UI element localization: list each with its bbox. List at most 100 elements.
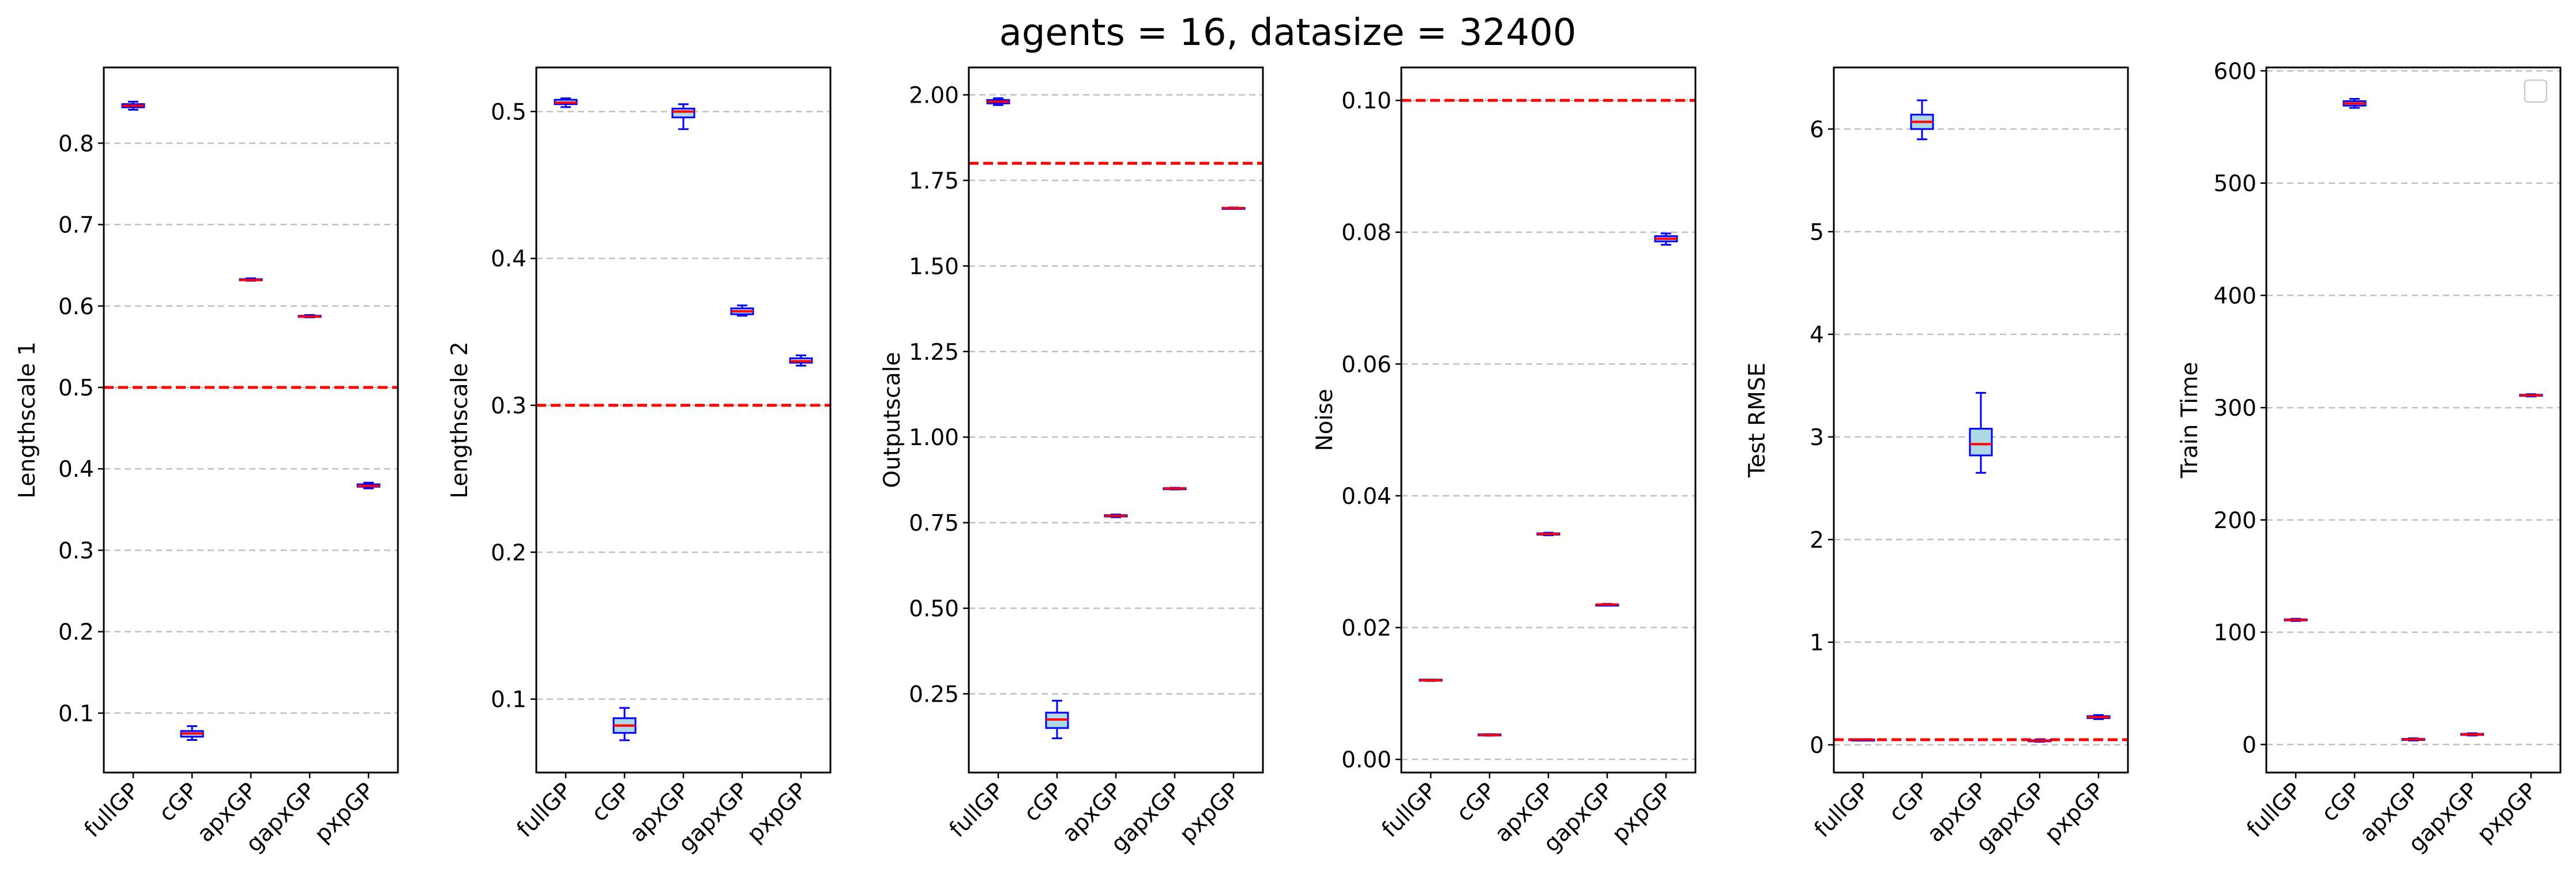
y-tick-label: 100 bbox=[2214, 620, 2257, 646]
box-iqr bbox=[1969, 428, 1993, 457]
x-tick-label: fullGP bbox=[2242, 778, 2307, 842]
box-gapxGP bbox=[298, 314, 322, 319]
y-tick-label: 1.75 bbox=[909, 168, 959, 194]
y-tick-label: 0 bbox=[1810, 733, 1824, 759]
x-tick-label: cGP bbox=[1884, 778, 1933, 827]
y-axis-label: Outputscale bbox=[879, 352, 905, 488]
box-fullGP bbox=[986, 97, 1010, 106]
y-tick-label: 4 bbox=[1810, 322, 1824, 348]
subplot-3: 0.25 0.50 0.75 1.00 1.25 1.50 1.75 2.00 fullGP cG… bbox=[879, 66, 1264, 857]
y-tick-label: 0.4 bbox=[491, 246, 527, 272]
y-tick-label: 0.2 bbox=[58, 620, 94, 646]
y-tick-label: 5 bbox=[1810, 220, 1824, 246]
box-fullGP bbox=[554, 97, 578, 108]
box-fullGP bbox=[2284, 617, 2308, 622]
x-tick-label: cGP bbox=[2316, 778, 2366, 827]
box-cGP bbox=[1910, 99, 1934, 141]
y-tick-label: 1.50 bbox=[909, 254, 959, 280]
axes-frame bbox=[1400, 66, 1697, 774]
box-apxGP bbox=[671, 103, 695, 130]
axes-frame bbox=[2265, 66, 2562, 774]
figure-title: agents = 16, datasize = 32400 bbox=[999, 12, 1577, 54]
y-tick-label: 0 bbox=[2242, 732, 2257, 758]
y-axis-label: Train Time bbox=[2177, 362, 2203, 479]
box-iqr bbox=[671, 107, 695, 119]
y-tick-label: 0.1 bbox=[491, 687, 527, 713]
y-tick-label: 1.00 bbox=[909, 425, 959, 451]
y-tick-label: 0.75 bbox=[909, 511, 959, 537]
box-apxGP bbox=[239, 277, 263, 282]
x-tick-label: pxpGP bbox=[2040, 778, 2109, 847]
legend-box bbox=[2524, 79, 2548, 103]
y-tick-label: 200 bbox=[2214, 508, 2257, 534]
box-cGP bbox=[1477, 733, 1502, 737]
x-tick-label: fullGP bbox=[1810, 778, 1874, 842]
x-tick-label: pxpGP bbox=[310, 778, 379, 847]
y-tick-label: 2.00 bbox=[909, 82, 959, 108]
y-axis-label: Lengthscale 2 bbox=[447, 341, 473, 498]
x-tick-label: fullGP bbox=[80, 778, 144, 842]
y-tick-label: 500 bbox=[2214, 171, 2257, 197]
box-cGP bbox=[1045, 699, 1069, 740]
box-pxpGP bbox=[356, 481, 381, 489]
box-fullGP bbox=[1419, 679, 1443, 682]
y-tick-label: 0.5 bbox=[58, 375, 94, 401]
box-cGP bbox=[2342, 98, 2367, 109]
box-pxpGP bbox=[1654, 232, 1678, 246]
box-gapxGP bbox=[730, 304, 754, 317]
y-tick-label: 0.3 bbox=[58, 538, 94, 564]
box-apxGP bbox=[1969, 391, 1993, 474]
box-fullGP bbox=[121, 100, 145, 111]
y-axis-label: Noise bbox=[1312, 389, 1338, 451]
y-tick-label: 0.08 bbox=[1341, 220, 1392, 246]
y-tick-label: 0.2 bbox=[491, 540, 527, 566]
x-tick-label: cGP bbox=[586, 778, 635, 827]
y-tick-label: 1.25 bbox=[909, 340, 959, 366]
y-tick-label: 0.00 bbox=[1341, 747, 1392, 773]
y-tick-label: 300 bbox=[2214, 395, 2257, 421]
box-pxpGP bbox=[1221, 206, 1246, 210]
box-apxGP bbox=[1536, 532, 1560, 537]
x-tick-label: fullGP bbox=[1377, 778, 1442, 842]
x-tick-label: pxpGP bbox=[2472, 778, 2542, 847]
y-axis-label: Lengthscale 1 bbox=[14, 341, 40, 498]
y-tick-label: 2 bbox=[1810, 528, 1824, 553]
y-tick-label: 3 bbox=[1810, 425, 1824, 451]
y-tick-label: 0.8 bbox=[58, 131, 94, 157]
box-apxGP bbox=[1104, 513, 1128, 518]
x-tick-label: pxpGP bbox=[1175, 778, 1244, 847]
y-tick-label: 0.04 bbox=[1341, 484, 1392, 510]
x-tick-label: cGP bbox=[154, 778, 203, 827]
axes-frame bbox=[535, 66, 832, 774]
box-gapxGP bbox=[1595, 602, 1619, 607]
box-apxGP bbox=[2401, 737, 2425, 741]
box-gapxGP bbox=[2460, 732, 2484, 737]
y-tick-label: 0.1 bbox=[58, 701, 94, 727]
x-tick-label: cGP bbox=[1451, 778, 1501, 827]
y-tick-label: 0.5 bbox=[491, 99, 527, 125]
y-tick-label: 0.4 bbox=[58, 457, 94, 483]
box-pxpGP bbox=[789, 354, 813, 367]
y-tick-label: 6 bbox=[1810, 117, 1824, 143]
y-tick-label: 0.7 bbox=[58, 213, 94, 239]
box-fullGP bbox=[1851, 738, 1875, 742]
x-tick-label: cGP bbox=[1019, 778, 1068, 827]
axes-frame bbox=[103, 66, 399, 774]
box-pxpGP bbox=[2519, 393, 2543, 398]
y-tick-label: 600 bbox=[2214, 59, 2257, 85]
y-tick-label: 400 bbox=[2214, 283, 2257, 309]
y-tick-label: 0.25 bbox=[909, 681, 959, 707]
x-tick-label: pxpGP bbox=[742, 778, 812, 847]
y-tick-label: 0.6 bbox=[58, 294, 94, 320]
box-gapxGP bbox=[2028, 739, 2052, 743]
y-tick-label: 1 bbox=[1810, 630, 1824, 656]
axes-frame bbox=[968, 66, 1264, 774]
y-tick-label: 0.50 bbox=[909, 596, 959, 622]
y-tick-label: 0.02 bbox=[1341, 616, 1392, 642]
